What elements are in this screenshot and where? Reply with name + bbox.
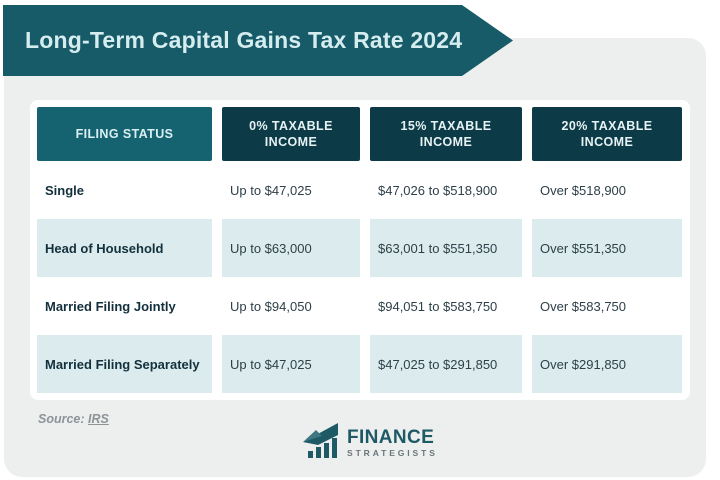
table-row-hoh-15pct: $63,001 to $551,350 [370,219,522,277]
logo-name: FINANCE [347,426,435,448]
column-header-15-percent: 15% TAXABLE INCOME [370,107,522,161]
table-row-single-15pct: $47,026 to $518,900 [378,182,498,198]
table-row-mfj-20pct: Over $583,750 [540,298,627,314]
table-row-hoh-0pct: Up to $63,000 [222,219,360,277]
table-row-single-status: Single [45,182,85,198]
source-attribution: Source: IRS [38,412,109,426]
logo-subtitle: STRATEGISTS [347,447,438,458]
tax-table-card: FILING STATUS 0% TAXABLE INCOME 15% TAXA… [30,100,690,400]
table-row-mfj-status: Married Filing Jointly [45,298,176,314]
table-row-mfs-status: Married Filing Separately [37,335,212,393]
table-row-mfj-15pct: $94,051 to $583,750 [378,298,498,314]
source-label: Source: [38,412,85,426]
finance-strategists-logo: FINANCE STRATEGISTS [302,421,438,464]
logo-wordmark: FINANCE STRATEGISTS [347,428,438,458]
table-row-mfs-20pct: Over $291,850 [532,335,682,393]
table-row-hoh-20pct: Over $551,350 [532,219,682,277]
table-row-hoh-status: Head of Household [37,219,212,277]
table-row-mfs-15pct: $47,025 to $291,850 [370,335,522,393]
tax-table: FILING STATUS 0% TAXABLE INCOME 15% TAXA… [37,107,683,393]
column-header-0-percent: 0% TAXABLE INCOME [222,107,360,161]
table-row-single-0pct: Up to $47,025 [230,182,312,198]
bar-chart-growth-icon [302,421,340,464]
column-header-filing-status: FILING STATUS [37,107,212,161]
table-row-mfs-0pct: Up to $47,025 [222,335,360,393]
table-row-mfj-0pct: Up to $94,050 [230,298,312,314]
title-banner: Long-Term Capital Gains Tax Rate 2024 [3,5,513,76]
column-header-20-percent: 20% TAXABLE INCOME [532,107,682,161]
source-link[interactable]: IRS [88,412,109,426]
table-row-single-20pct: Over $518,900 [540,182,627,198]
page-title: Long-Term Capital Gains Tax Rate 2024 [25,27,463,53]
